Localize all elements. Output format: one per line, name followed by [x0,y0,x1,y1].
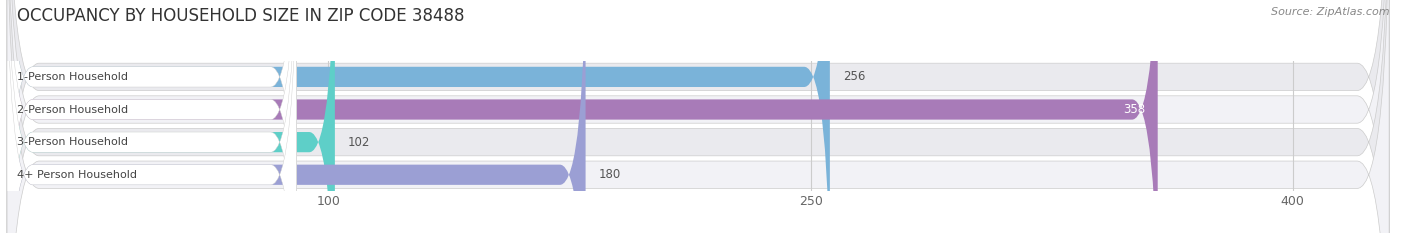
FancyBboxPatch shape [7,0,297,233]
Text: 4+ Person Household: 4+ Person Household [17,170,136,180]
Text: 3-Person Household: 3-Person Household [17,137,128,147]
FancyBboxPatch shape [7,0,1389,233]
Text: 180: 180 [599,168,620,181]
FancyBboxPatch shape [7,0,335,233]
Text: 1-Person Household: 1-Person Household [17,72,128,82]
FancyBboxPatch shape [7,0,297,233]
Text: OCCUPANCY BY HOUSEHOLD SIZE IN ZIP CODE 38488: OCCUPANCY BY HOUSEHOLD SIZE IN ZIP CODE … [17,7,464,25]
FancyBboxPatch shape [7,0,585,233]
FancyBboxPatch shape [7,0,297,233]
Text: 358: 358 [1123,103,1144,116]
FancyBboxPatch shape [7,0,1389,233]
FancyBboxPatch shape [7,0,1389,233]
FancyBboxPatch shape [7,0,1389,233]
Text: Source: ZipAtlas.com: Source: ZipAtlas.com [1271,7,1389,17]
Text: 256: 256 [842,70,865,83]
Text: 2-Person Household: 2-Person Household [17,105,128,114]
FancyBboxPatch shape [7,0,830,233]
Text: 102: 102 [347,136,370,149]
FancyBboxPatch shape [7,0,297,233]
FancyBboxPatch shape [7,0,1157,233]
